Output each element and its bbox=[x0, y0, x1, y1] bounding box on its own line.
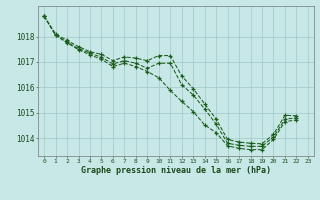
X-axis label: Graphe pression niveau de la mer (hPa): Graphe pression niveau de la mer (hPa) bbox=[81, 166, 271, 175]
